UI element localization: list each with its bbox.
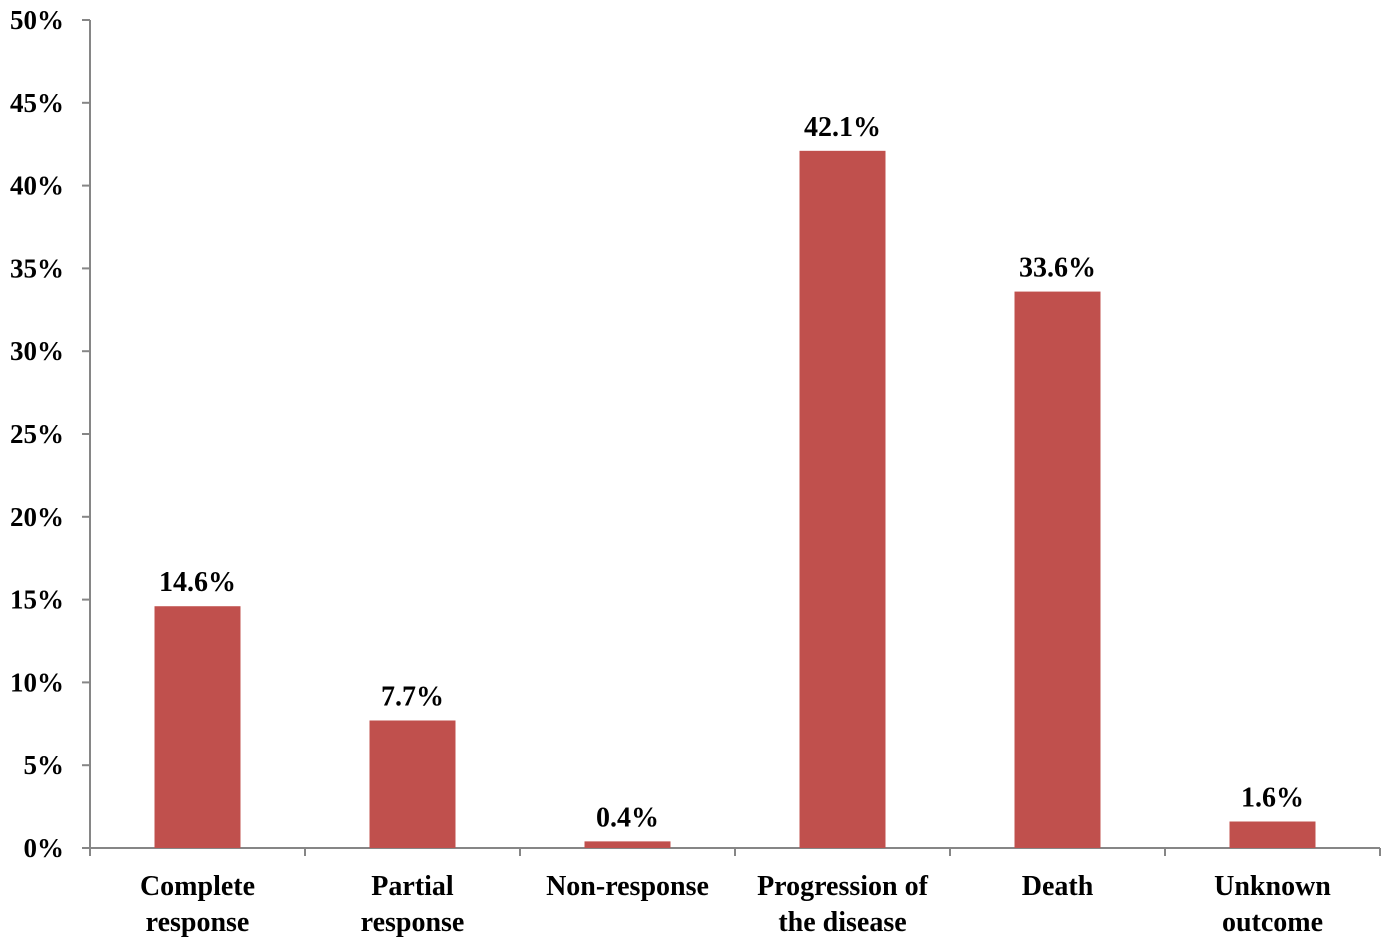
- bar: [1014, 291, 1101, 849]
- category-label: Complete: [140, 871, 255, 902]
- x-axis: [89, 847, 1381, 856]
- data-label: 0.4%: [596, 802, 659, 833]
- category-label: Progression of: [757, 871, 929, 902]
- y-tick-label: 25%: [10, 419, 64, 449]
- data-label: 42.1%: [804, 112, 881, 143]
- y-tick-label: 5%: [24, 750, 65, 780]
- data-labels: 14.6% 7.7% 0.4% 42.1% 33.6% 1.6%: [159, 112, 1304, 834]
- bar: [1229, 821, 1316, 848]
- category-label: Partial: [371, 871, 454, 902]
- category-label: the disease: [778, 907, 906, 938]
- category-label: response: [361, 907, 465, 938]
- data-label: 1.6%: [1241, 783, 1304, 814]
- category-label: Death: [1022, 871, 1094, 902]
- category-label: Non-response: [546, 871, 709, 902]
- y-tick-label: 45%: [10, 88, 64, 118]
- y-tick-label: 0%: [24, 833, 65, 863]
- category-label: response: [146, 907, 250, 938]
- y-tick-label: 35%: [10, 253, 64, 283]
- y-tick-label: 10%: [10, 667, 64, 697]
- y-tick-label: 50%: [10, 5, 64, 35]
- y-tick-label: 15%: [10, 585, 64, 615]
- bar: [799, 150, 886, 849]
- data-label: 33.6%: [1019, 253, 1096, 284]
- category-labels: Complete response Partial response Non-respo…: [140, 871, 1331, 938]
- y-tick-label: 40%: [10, 171, 64, 201]
- y-axis: 0% 5% 10% 15% 20% 25% 30% 35% 40% 45% 50%: [10, 5, 91, 863]
- data-label: 14.6%: [159, 567, 236, 598]
- bar: [584, 841, 671, 848]
- y-tick-label: 20%: [10, 502, 64, 532]
- category-label: Unknown: [1214, 871, 1331, 902]
- bar: [154, 606, 241, 848]
- bar: [369, 720, 456, 848]
- bars: [154, 150, 1316, 849]
- y-tick-label: 30%: [10, 336, 64, 366]
- data-label: 7.7%: [381, 681, 444, 712]
- category-label: outcome: [1222, 907, 1323, 938]
